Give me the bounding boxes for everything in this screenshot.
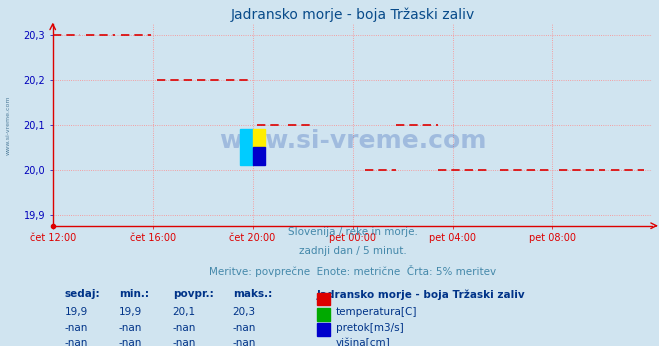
Bar	[316, 323, 330, 336]
Text: min.:: min.:	[119, 289, 149, 299]
Text: -nan: -nan	[173, 323, 196, 333]
Bar	[316, 293, 330, 305]
Text: 20,3: 20,3	[233, 307, 256, 317]
Text: 19,9: 19,9	[119, 307, 142, 317]
Text: Slovenija / reke in morje.: Slovenija / reke in morje.	[287, 227, 418, 237]
Text: maks.:: maks.:	[233, 289, 272, 299]
Text: sedaj:: sedaj:	[65, 289, 100, 299]
Text: višina[cm]: višina[cm]	[336, 338, 391, 346]
Text: -nan: -nan	[65, 323, 88, 333]
Text: 20,1: 20,1	[173, 307, 196, 317]
Text: 19,9: 19,9	[65, 307, 88, 317]
Text: temperatura[C]: temperatura[C]	[336, 307, 417, 317]
Text: pretok[m3/s]: pretok[m3/s]	[336, 323, 403, 333]
Text: -nan: -nan	[233, 323, 256, 333]
Text: -nan: -nan	[65, 338, 88, 346]
Text: www.si-vreme.com: www.si-vreme.com	[5, 95, 11, 155]
Text: Jadransko morje - boja Tržaski zaliv: Jadransko morje - boja Tržaski zaliv	[316, 289, 525, 300]
Text: zadnji dan / 5 minut.: zadnji dan / 5 minut.	[299, 246, 407, 256]
Bar	[252, 129, 265, 147]
Text: -nan: -nan	[173, 338, 196, 346]
Bar	[240, 129, 252, 165]
Text: Meritve: povprečne  Enote: metrične  Črta: 5% meritev: Meritve: povprečne Enote: metrične Črta:…	[209, 265, 496, 277]
Text: povpr.:: povpr.:	[173, 289, 214, 299]
Bar	[316, 309, 330, 321]
Title: Jadransko morje - boja Tržaski zaliv: Jadransko morje - boja Tržaski zaliv	[231, 7, 474, 22]
Text: -nan: -nan	[119, 338, 142, 346]
Bar	[252, 147, 265, 165]
Text: www.si-vreme.com: www.si-vreme.com	[219, 129, 486, 153]
Text: -nan: -nan	[119, 323, 142, 333]
Text: -nan: -nan	[233, 338, 256, 346]
